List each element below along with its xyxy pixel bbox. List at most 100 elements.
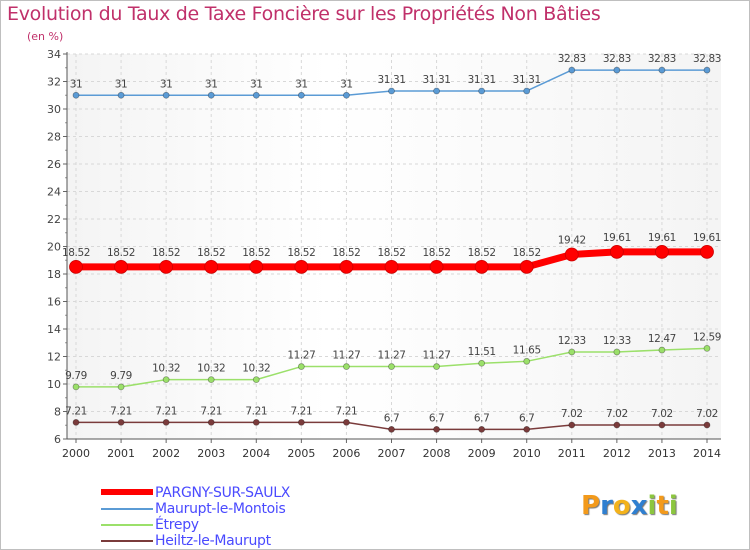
data-point-heiltz-le-maurupt-2000 xyxy=(72,418,80,426)
data-point-pargny-sur-saulx-2002 xyxy=(159,259,174,274)
data-point-maurupt-le-montois-2006 xyxy=(343,91,350,99)
data-label-pargny-sur-saulx-2000: 18.52 xyxy=(62,247,90,259)
data-point-maurupt-le-montois-2009 xyxy=(478,87,486,95)
y-tick-label-22: 22 xyxy=(47,213,61,226)
data-label-maurupt-le-montois-2008: 31.31 xyxy=(423,74,451,86)
data-label--trepy-2011: 12.33 xyxy=(558,335,586,347)
data-label-maurupt-le-montois-2001: 31 xyxy=(115,78,128,90)
data-point-heiltz-le-maurupt-2008 xyxy=(433,425,440,433)
data-label--trepy-2005: 11.27 xyxy=(287,350,315,362)
data-point--trepy-2013 xyxy=(658,346,666,354)
data-point-maurupt-le-montois-2001 xyxy=(117,91,125,99)
data-point-heiltz-le-maurupt-2005 xyxy=(297,418,305,426)
data-point-maurupt-le-montois-2005 xyxy=(297,91,305,99)
data-label--trepy-2004: 10.32 xyxy=(242,363,270,375)
data-label-pargny-sur-saulx-2014: 19.61 xyxy=(693,232,721,244)
data-point-pargny-sur-saulx-2010 xyxy=(519,259,534,274)
data-label--trepy-2008: 11.27 xyxy=(423,350,451,362)
data-label-heiltz-le-maurupt-2006: 7.21 xyxy=(336,405,358,417)
data-point-heiltz-le-maurupt-2013 xyxy=(658,421,666,429)
y-tick-label-18: 18 xyxy=(47,268,61,281)
data-label-heiltz-le-maurupt-2008: 6.7 xyxy=(429,412,445,424)
x-tick-label-2000: 2000 xyxy=(62,447,90,460)
data-point-pargny-sur-saulx-2008 xyxy=(429,259,444,274)
y-tick-label-10: 10 xyxy=(47,378,61,391)
legend-swatch-pargny xyxy=(101,489,153,495)
data-label-heiltz-le-maurupt-2013: 7.02 xyxy=(651,408,673,420)
x-tick-label-2001: 2001 xyxy=(107,447,135,460)
y-tick-label-28: 28 xyxy=(47,131,61,144)
legend-swatch-etrepy xyxy=(101,524,153,526)
data-label-heiltz-le-maurupt-2001: 7.21 xyxy=(110,405,132,417)
data-label--trepy-2003: 10.32 xyxy=(197,363,225,375)
data-label-maurupt-le-montois-2013: 32.83 xyxy=(648,53,676,65)
data-point-heiltz-le-maurupt-2006 xyxy=(343,418,350,426)
x-tick-label-2007: 2007 xyxy=(378,447,406,460)
x-tick-label-2014: 2014 xyxy=(693,447,721,460)
data-label-maurupt-le-montois-2004: 31 xyxy=(250,78,263,90)
data-label-maurupt-le-montois-2006: 31 xyxy=(340,78,353,90)
data-point-maurupt-le-montois-2008 xyxy=(433,87,440,95)
data-label-heiltz-le-maurupt-2005: 7.21 xyxy=(290,405,312,417)
data-point-maurupt-le-montois-2003 xyxy=(207,91,215,99)
data-point-heiltz-le-maurupt-2012 xyxy=(613,421,621,429)
data-point-maurupt-le-montois-2014 xyxy=(703,66,711,74)
data-label--trepy-2010: 11.65 xyxy=(513,344,541,356)
y-tick-label-30: 30 xyxy=(47,103,61,116)
data-point-heiltz-le-maurupt-2009 xyxy=(478,425,486,433)
data-label-pargny-sur-saulx-2009: 18.52 xyxy=(468,247,496,259)
data-point-pargny-sur-saulx-2000 xyxy=(69,259,83,274)
data-point--trepy-2008 xyxy=(433,363,440,370)
data-point-pargny-sur-saulx-2013 xyxy=(655,244,669,259)
data-label-pargny-sur-saulx-2002: 18.52 xyxy=(152,247,180,259)
proxiti-logo: Proxiti xyxy=(581,491,678,521)
data-label--trepy-2001: 9.79 xyxy=(110,370,132,382)
data-point--trepy-2004 xyxy=(252,376,260,384)
data-point-pargny-sur-saulx-2003 xyxy=(204,259,219,274)
x-tick-label-2010: 2010 xyxy=(513,447,541,460)
data-point-pargny-sur-saulx-2012 xyxy=(609,244,624,259)
data-point-maurupt-le-montois-2000 xyxy=(72,91,80,99)
data-label--trepy-2006: 11.27 xyxy=(332,350,360,362)
chart-unit-label: (en %) xyxy=(27,30,64,43)
y-tick-label-16: 16 xyxy=(47,296,61,309)
data-point-pargny-sur-saulx-2006 xyxy=(339,259,354,274)
legend-label-maurupt: Maurupt-le-Montois xyxy=(155,501,286,517)
data-point-heiltz-le-maurupt-2007 xyxy=(388,425,395,433)
data-label-pargny-sur-saulx-2008: 18.52 xyxy=(423,247,451,259)
data-label-pargny-sur-saulx-2007: 18.52 xyxy=(377,247,405,259)
data-label-heiltz-le-maurupt-2010: 6.7 xyxy=(519,412,535,424)
data-label-maurupt-le-montois-2007: 31.31 xyxy=(377,74,405,86)
y-tick-label-12: 12 xyxy=(47,351,61,364)
data-point--trepy-2014 xyxy=(703,344,711,352)
legend-swatch-heiltz xyxy=(101,540,153,542)
data-label-heiltz-le-maurupt-2002: 7.21 xyxy=(155,405,177,417)
data-point-maurupt-le-montois-2011 xyxy=(568,66,576,74)
data-point--trepy-2010 xyxy=(523,357,531,365)
data-label-maurupt-le-montois-2011: 32.83 xyxy=(558,53,586,65)
data-point-pargny-sur-saulx-2009 xyxy=(474,259,489,274)
data-point-pargny-sur-saulx-2001 xyxy=(114,259,128,274)
x-tick-label-2006: 2006 xyxy=(332,447,360,460)
data-label-pargny-sur-saulx-2003: 18.52 xyxy=(197,247,225,259)
x-tick-label-2003: 2003 xyxy=(197,447,225,460)
x-tick-label-2012: 2012 xyxy=(603,447,631,460)
data-point-pargny-sur-saulx-2014 xyxy=(700,244,714,259)
data-label-pargny-sur-saulx-2011: 19.42 xyxy=(558,234,586,246)
data-label-heiltz-le-maurupt-2012: 7.02 xyxy=(606,408,628,420)
data-point-heiltz-le-maurupt-2014 xyxy=(703,421,711,429)
data-point--trepy-2005 xyxy=(297,363,305,370)
data-label-pargny-sur-saulx-2013: 19.61 xyxy=(648,232,676,244)
data-point-pargny-sur-saulx-2007 xyxy=(384,259,399,274)
data-point-maurupt-le-montois-2010 xyxy=(523,87,531,95)
data-point-maurupt-le-montois-2002 xyxy=(162,91,170,99)
data-label-maurupt-le-montois-2012: 32.83 xyxy=(603,53,631,65)
data-label--trepy-2013: 12.47 xyxy=(648,333,676,345)
legend-label-heiltz: Heiltz-le-Maurupt xyxy=(155,533,271,549)
data-label-heiltz-le-maurupt-2011: 7.02 xyxy=(561,408,583,420)
data-label--trepy-2007: 11.27 xyxy=(377,350,405,362)
data-point-heiltz-le-maurupt-2003 xyxy=(207,418,215,426)
y-tick-label-6: 6 xyxy=(54,433,61,446)
